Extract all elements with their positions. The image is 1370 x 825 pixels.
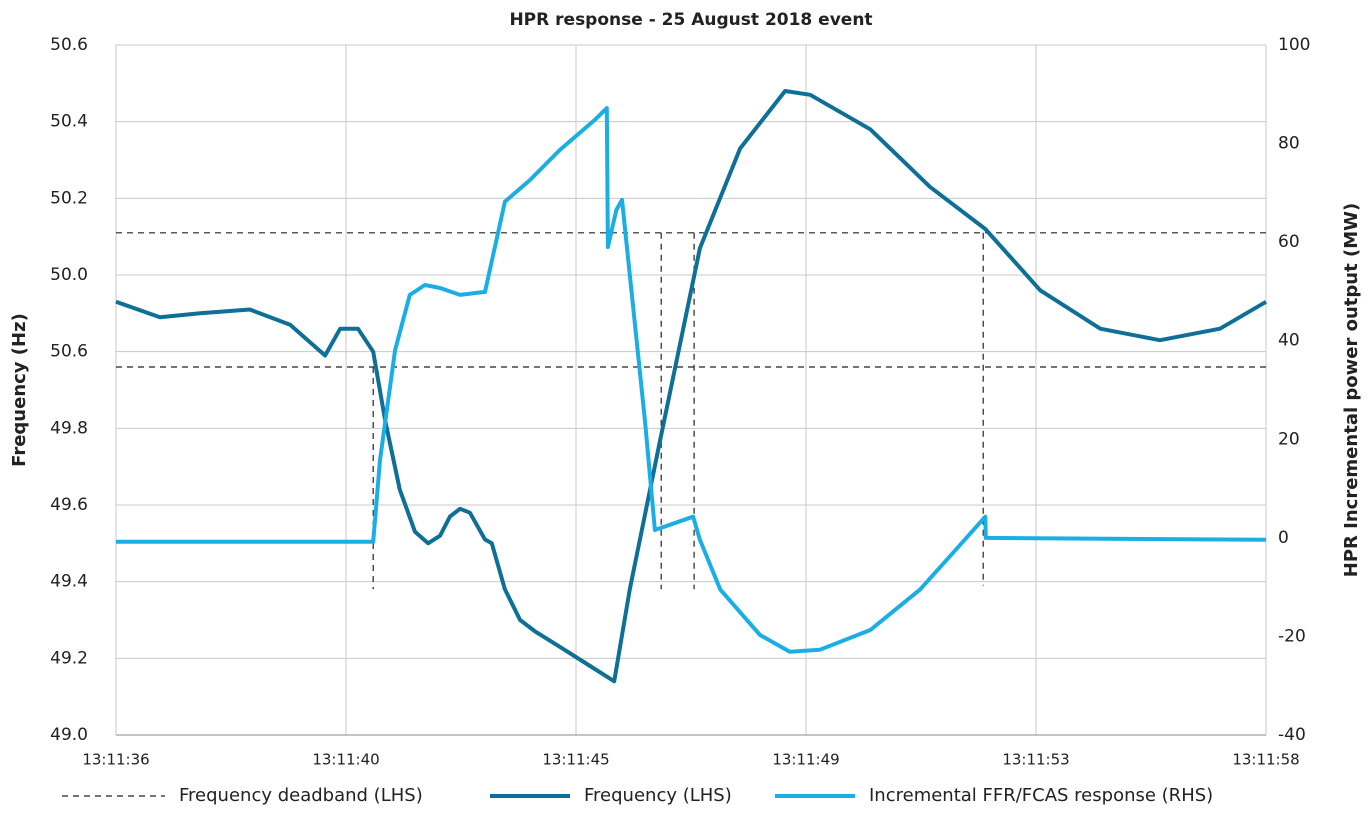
y2-tick-label: -20 (1278, 626, 1306, 646)
y-tick-label: 50.6 (50, 35, 88, 55)
y-tick-label: 49.4 (50, 572, 88, 592)
y-axis-label: Frequency (Hz) (9, 313, 30, 467)
y2-tick-label: -40 (1278, 725, 1306, 745)
y2-tick-label: 40 (1278, 331, 1300, 351)
series-line (116, 232, 1266, 590)
x-tick-label: 13:11:53 (1002, 751, 1069, 769)
y-tick-label: 50.6 (50, 342, 88, 362)
y-tick-label: 50.2 (50, 188, 88, 208)
y-tick-label: 50.4 (50, 112, 88, 132)
x-tick-label: 13:11:40 (312, 751, 379, 769)
y-tick-label: 49.0 (50, 725, 88, 745)
y2-tick-label: 60 (1278, 232, 1300, 252)
chart-title: HPR response - 25 August 2018 event (509, 10, 872, 30)
y2-tick-label: 80 (1278, 134, 1300, 154)
legend-label: Incremental FFR/FCAS response (RHS) (869, 785, 1213, 806)
legend-label: Frequency deadband (LHS) (179, 785, 423, 806)
y2-tick-label: 100 (1278, 35, 1310, 55)
series-line (115, 89, 1268, 684)
y-tick-label: 49.2 (50, 648, 88, 668)
y2-tick-label: 0 (1278, 528, 1289, 548)
y2-axis-label: HPR Incremental power output (MW) (1341, 203, 1362, 577)
series-line (116, 106, 1267, 654)
x-tick-label: 13:11:58 (1232, 751, 1299, 769)
legend-label: Frequency (LHS) (584, 785, 732, 806)
y-tick-label: 49.8 (50, 418, 88, 438)
x-tick-label: 13:11:49 (772, 751, 839, 769)
y2-tick-label: 20 (1278, 429, 1300, 449)
x-tick-label: 13:11:45 (542, 751, 609, 769)
x-tick-label: 13:11:36 (82, 751, 149, 769)
y-tick-label: 50.0 (50, 265, 88, 285)
y-tick-label: 49.6 (50, 495, 88, 515)
